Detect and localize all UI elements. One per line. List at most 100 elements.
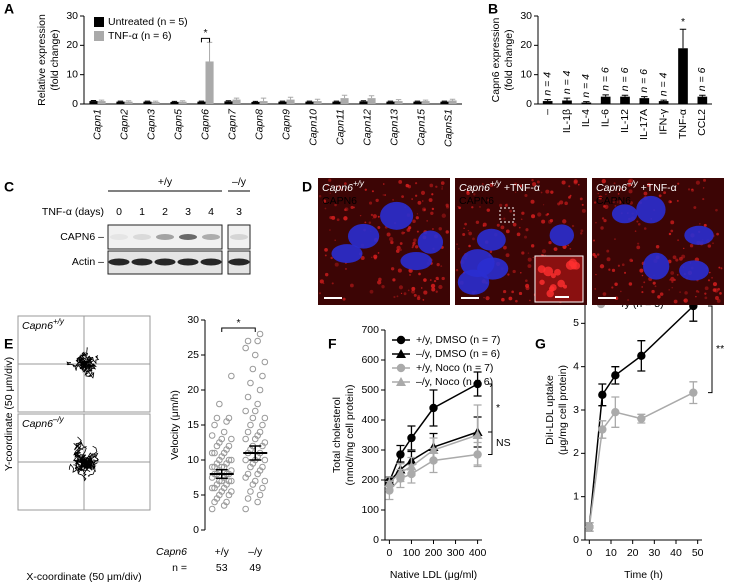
speckle (605, 193, 607, 195)
error-bar (699, 94, 706, 97)
speckle (564, 201, 568, 206)
bar (89, 101, 98, 104)
speckle (388, 236, 394, 242)
trajectory (79, 347, 88, 365)
speckle (712, 282, 718, 287)
x-tick-label: Capn15 (415, 109, 427, 146)
speckle (614, 238, 616, 240)
speckle (636, 245, 641, 250)
speckle (422, 299, 425, 301)
speckle (715, 296, 719, 300)
speckle (608, 268, 611, 271)
y-axis-label: Total cholesterol (331, 397, 343, 473)
data-point (244, 428, 252, 436)
y-axis-label: Capn6 expression (490, 18, 502, 103)
blot-band (156, 234, 174, 240)
speckle (629, 178, 634, 183)
data-point (396, 450, 405, 459)
data-point (225, 456, 233, 464)
bar (286, 99, 295, 104)
bar-label: n = 4 (580, 74, 592, 98)
speckle (329, 216, 333, 220)
speckle (364, 221, 367, 224)
speckle (340, 188, 343, 191)
legend-label: +/y, DMSO (n = 7) (416, 334, 500, 346)
speckle (458, 206, 461, 210)
y-axis-label: Relative expression (36, 14, 48, 106)
speckle (600, 226, 604, 230)
speckle (324, 247, 328, 252)
data-point (244, 495, 252, 502)
speckle (462, 232, 466, 236)
panel-label: B (488, 1, 498, 17)
x-tick-label: +/y (215, 546, 230, 558)
speckle (643, 227, 647, 230)
speckle (426, 220, 429, 222)
legend-label: TNF-α (n = 6) (108, 30, 172, 42)
speckle (559, 200, 564, 205)
nucleus (347, 223, 380, 249)
speckle (681, 254, 686, 259)
significance-bracket (488, 383, 493, 433)
data-point (261, 358, 269, 366)
data-point (216, 400, 223, 408)
speckle (704, 292, 707, 295)
error-bar (260, 97, 267, 102)
y-tick-label: 100 (361, 504, 379, 516)
bar (359, 101, 368, 104)
speckle (435, 185, 438, 188)
x-axis-label: Time (h) (624, 569, 663, 581)
speckle (505, 253, 510, 258)
bar-label: n = 4 (677, 76, 689, 100)
speckle (670, 229, 674, 233)
nucleus (331, 244, 363, 264)
speckle (569, 247, 572, 250)
y-axis-label: (fold change) (49, 29, 61, 90)
speckle (541, 249, 547, 254)
data-point (384, 478, 395, 487)
speckle (617, 264, 621, 267)
speckle (489, 250, 493, 253)
speckle (672, 255, 677, 260)
data-point (407, 433, 416, 443)
speckle (350, 205, 354, 210)
y-tick-label: 0 (573, 534, 579, 546)
speckle (475, 220, 480, 225)
blot-band (110, 234, 128, 240)
speckle (699, 223, 701, 225)
speckle (716, 299, 721, 303)
x-tick-label: Capn9 (280, 109, 292, 140)
y-tick-label: 1 (573, 490, 579, 502)
legend-marker (396, 363, 406, 373)
lane-label: 0 (116, 206, 122, 218)
speckle (529, 299, 531, 302)
speckle (581, 208, 586, 213)
data-point (228, 488, 235, 495)
sem-bar (249, 445, 262, 461)
x-tick-label: –/y (248, 546, 263, 558)
speckle (489, 183, 494, 188)
data-point (251, 407, 259, 415)
speckle (371, 190, 374, 193)
data-point (259, 484, 266, 492)
data-point (228, 435, 235, 443)
y-tick-label: 300 (361, 444, 379, 456)
y-tick-label: 4 (573, 360, 579, 372)
data-point (256, 428, 264, 436)
bar (658, 101, 669, 104)
nucleus (549, 224, 574, 247)
legend-swatch (94, 31, 104, 41)
speckle (602, 292, 607, 296)
error-bar (621, 94, 629, 97)
nucleus (643, 252, 670, 280)
error-bar (198, 100, 205, 102)
speckle (324, 207, 327, 210)
speckle (473, 193, 476, 196)
trajectory (74, 452, 85, 465)
speckle (652, 281, 656, 285)
speckle (658, 194, 662, 198)
speckle (568, 195, 571, 199)
speckle (468, 231, 472, 236)
speckle (531, 214, 536, 219)
